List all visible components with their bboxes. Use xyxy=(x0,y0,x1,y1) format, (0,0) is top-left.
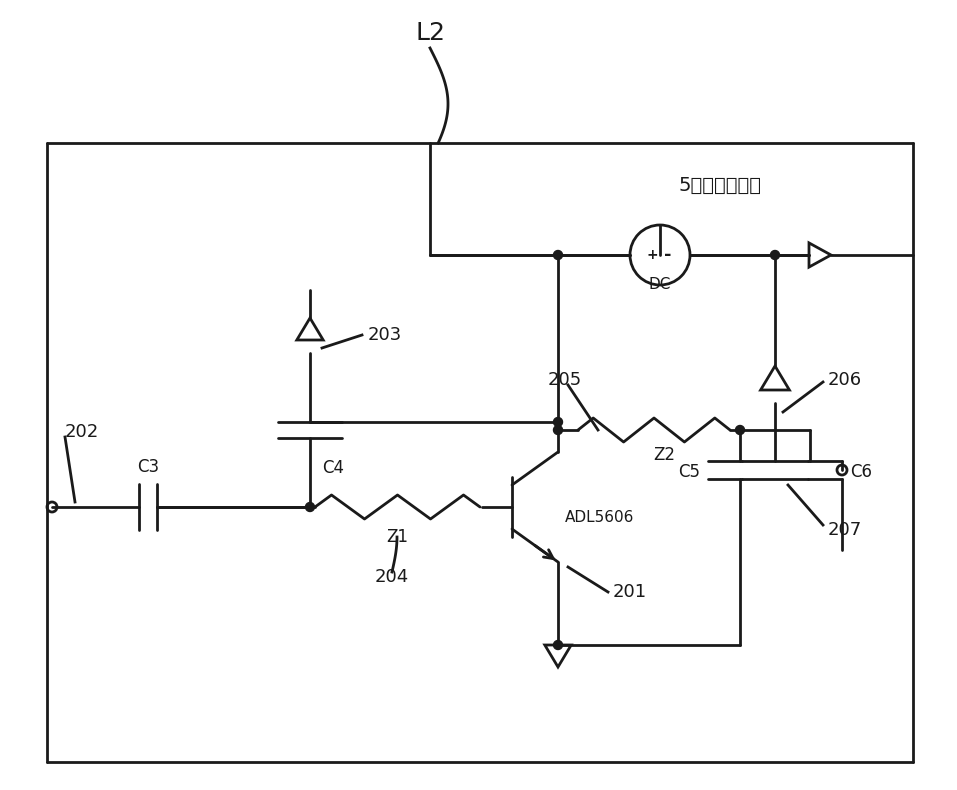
Text: Z1: Z1 xyxy=(386,528,408,546)
Text: 207: 207 xyxy=(828,521,862,539)
Text: C3: C3 xyxy=(137,458,159,476)
Circle shape xyxy=(553,641,563,649)
Text: 5伏特偏置电压: 5伏特偏置电压 xyxy=(679,175,762,194)
Text: C4: C4 xyxy=(322,459,344,477)
Text: 204: 204 xyxy=(375,568,410,586)
Circle shape xyxy=(736,426,745,434)
Text: 206: 206 xyxy=(828,371,862,389)
Circle shape xyxy=(553,417,563,427)
Text: -: - xyxy=(664,246,672,264)
Circle shape xyxy=(553,426,563,434)
Text: 201: 201 xyxy=(613,583,647,601)
Circle shape xyxy=(305,502,315,511)
Text: 203: 203 xyxy=(368,326,402,344)
Circle shape xyxy=(770,250,780,259)
Text: C5: C5 xyxy=(678,463,700,481)
Text: 202: 202 xyxy=(65,423,100,441)
Text: +: + xyxy=(646,248,657,262)
Text: DC: DC xyxy=(649,277,671,292)
Text: L2: L2 xyxy=(415,21,445,45)
Text: ADL5606: ADL5606 xyxy=(565,510,634,525)
Text: C6: C6 xyxy=(850,463,872,481)
Text: 205: 205 xyxy=(548,371,582,389)
Text: Z2: Z2 xyxy=(653,446,675,464)
Circle shape xyxy=(553,250,563,259)
